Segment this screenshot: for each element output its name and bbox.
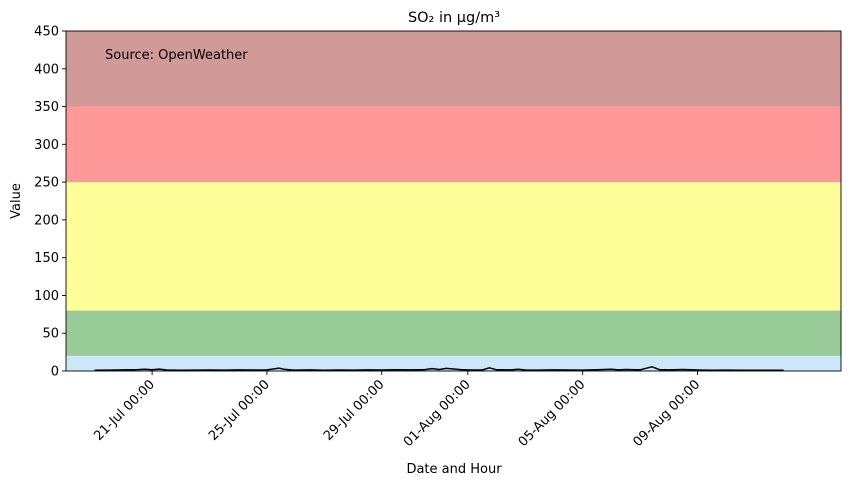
x-tick-label-2: 29-Jul 00:00 [321,377,388,444]
y-tick-label-150: 150 [34,251,59,266]
aqi-bands [66,31,841,371]
y-tick-label-50: 50 [42,327,59,342]
x-tick-label-0: 21-Jul 00:00 [91,377,158,444]
y-tick-label-250: 250 [34,176,59,191]
x-tick-label-4: 05-Aug 00:00 [516,377,589,450]
plot-border [65,30,842,372]
y-tick-label-400: 400 [34,62,59,77]
y-tick-label-200: 200 [34,213,59,228]
x-tick-label-5: 09-Aug 00:00 [631,377,704,450]
y-tick-label-100: 100 [34,289,59,304]
x-axis: 21-Jul 00:00 25-Jul 00:00 29-Jul 00:00 01-A… [91,371,703,450]
y-tick-label-350: 350 [34,100,59,115]
plot-frame [65,30,842,372]
aqi-band-0 [66,355,841,371]
aqi-band-1 [66,310,841,356]
y-axis: 0 50 100 150 200 250 300 350 400 450 [34,25,66,380]
chart-title: SO₂ in µg/m³ [408,10,500,26]
series-line-0 [94,366,784,371]
source-annotation: Source: OpenWeather [105,48,248,63]
y-axis-label: Value [9,183,24,219]
y-tick-label-0: 0 [51,365,59,380]
x-tick-label-1: 25-Jul 00:00 [206,377,273,444]
so2-series [94,366,784,371]
aqi-band-3 [66,106,841,183]
aqi-band-2 [66,182,841,311]
aqi-band-4 [66,31,841,107]
x-axis-label: Date and Hour [406,462,502,477]
y-tick-label-450: 450 [34,25,59,40]
x-tick-label-3: 01-Aug 00:00 [401,377,474,450]
y-tick-label-300: 300 [34,138,59,153]
